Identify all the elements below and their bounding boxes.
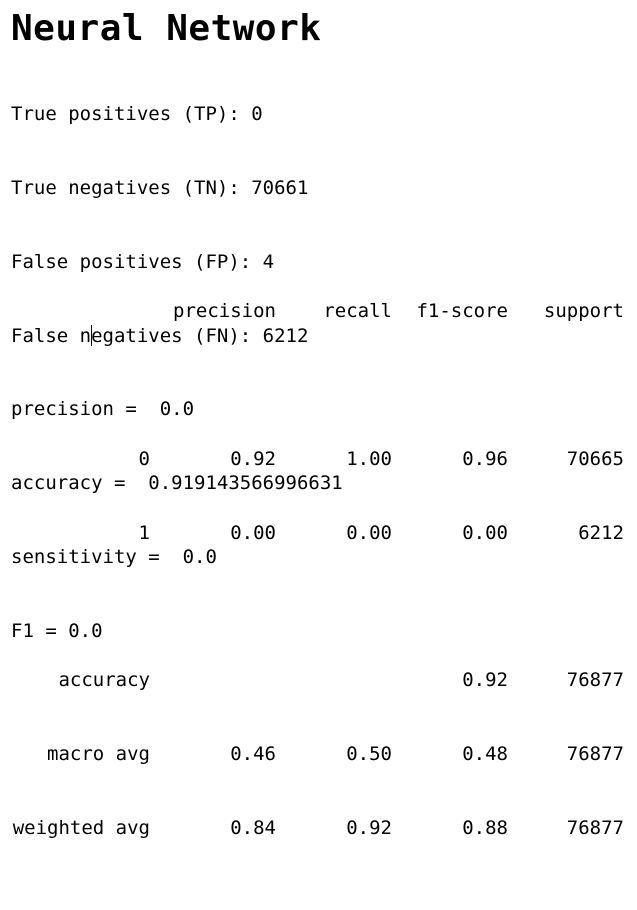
summary-row: weighted avg 0.84 0.92 0.88 76877	[11, 816, 624, 841]
row-label: 1	[138, 521, 150, 544]
true-positives-line: True positives (TP): 0	[11, 103, 263, 126]
header-precision: precision	[173, 300, 276, 323]
row-support: 6212	[578, 521, 624, 544]
row-recall: 0.00	[346, 521, 392, 544]
output-panel: { "title": "Neural Network", "metrics": …	[11, 8, 624, 839]
row-support: 76877	[566, 669, 624, 692]
row-recall: 0.50	[346, 742, 392, 765]
header-recall: recall	[323, 300, 392, 323]
summary-row: accuracy 0.92 76877	[11, 668, 624, 693]
row-precision: 0.84	[230, 816, 276, 839]
row-support: 76877	[566, 742, 624, 765]
false-negatives-text-end: egatives (FN): 6212	[91, 324, 309, 347]
report-blank-row	[11, 373, 624, 398]
true-negatives-line: True negatives (TN): 70661	[11, 176, 309, 199]
row-support: 70665	[566, 447, 624, 470]
row-recall: 0.92	[346, 816, 392, 839]
row-label: weighted avg	[12, 816, 150, 839]
row-support: 76877	[566, 816, 624, 839]
row-label: accuracy	[58, 669, 150, 692]
false-negatives-text-start: False n	[11, 324, 92, 347]
row-f1: 0.00	[462, 521, 508, 544]
precision-line: precision = 0.0	[11, 398, 195, 421]
row-f1: 0.96	[462, 447, 508, 470]
row-precision: 0.46	[230, 742, 276, 765]
false-negatives-line: False negatives (FN): 6212	[11, 324, 343, 349]
text-cursor	[90, 324, 92, 346]
output-title: Neural Network	[11, 8, 322, 49]
header-f1-score: f1-score	[416, 300, 508, 323]
row-f1: 0.92	[462, 669, 508, 692]
row-precision: 0.00	[230, 521, 276, 544]
summary-row: macro avg 0.46 0.50 0.48 76877	[11, 742, 624, 767]
report-blank-row	[11, 594, 624, 619]
row-label: 0	[138, 447, 150, 470]
header-support: support	[543, 300, 624, 323]
row-f1: 0.88	[462, 816, 508, 839]
classification-report: precision recall f1-score support 0 0.92…	[11, 250, 624, 865]
row-recall: 1.00	[346, 447, 392, 470]
row-label: macro avg	[47, 742, 150, 765]
row-precision: 0.92	[230, 447, 276, 470]
false-positives-line: False positives (FP): 4	[11, 250, 275, 273]
report-header-row: precision recall f1-score support	[11, 299, 624, 324]
row-f1: 0.48	[462, 742, 508, 765]
table-row: 0 0.92 1.00 0.96 70665	[11, 447, 624, 472]
table-row: 1 0.00 0.00 0.00 6212	[11, 521, 624, 546]
